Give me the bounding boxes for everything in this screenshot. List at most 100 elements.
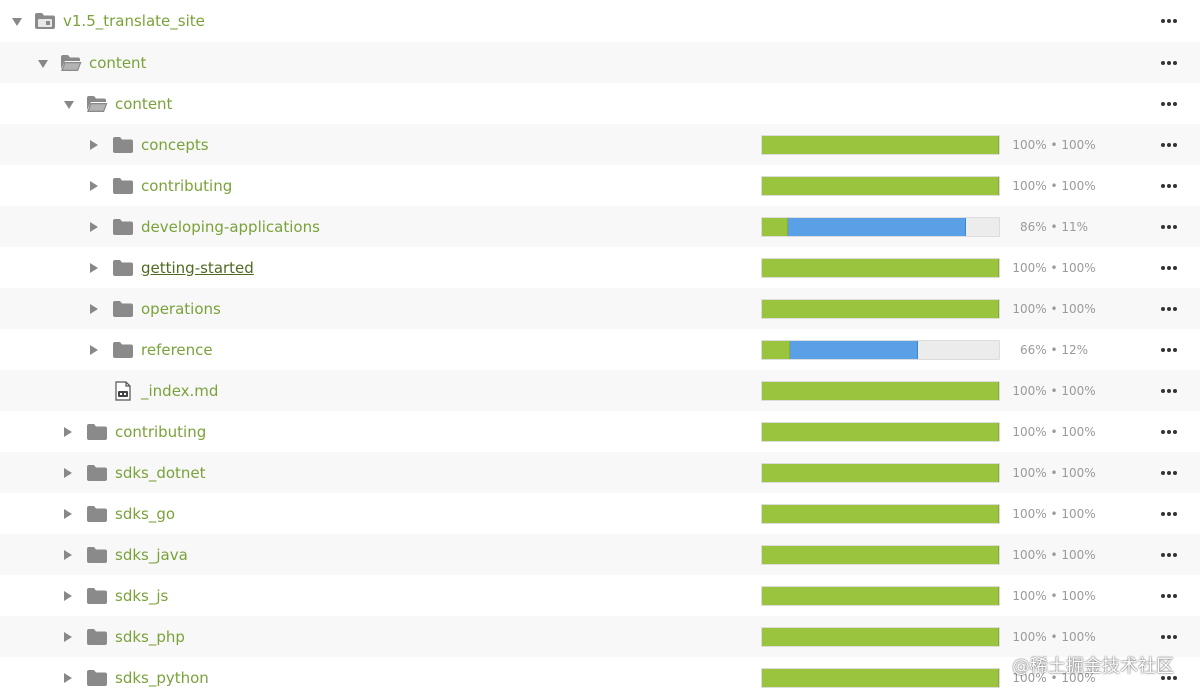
approved-progress — [762, 668, 999, 687]
item-name[interactable]: content — [89, 53, 147, 72]
progress-label: 100% • 100% — [1012, 178, 1096, 193]
approved-progress — [762, 627, 999, 646]
caret-right-icon[interactable] — [90, 303, 98, 314]
caret-right-icon[interactable] — [64, 672, 72, 683]
item-name[interactable]: sdks_java — [115, 545, 188, 564]
progress-bar — [761, 626, 1000, 647]
more-options-icon[interactable] — [1158, 552, 1180, 558]
folder-icon — [112, 176, 134, 196]
tree-row[interactable]: sdks_php 100% • 100% — [0, 616, 1200, 657]
folder-icon — [112, 135, 134, 155]
more-options-icon[interactable] — [1158, 347, 1180, 353]
more-options-icon[interactable] — [1158, 388, 1180, 394]
tree-row[interactable]: sdks_dotnet 100% • 100% — [0, 452, 1200, 493]
more-options-icon[interactable] — [1158, 306, 1180, 312]
progress-label: 86% • 11% — [1019, 219, 1089, 234]
progress-label: 100% • 100% — [1012, 547, 1096, 562]
caret-right-icon[interactable] — [90, 180, 98, 191]
caret-right-icon[interactable] — [90, 221, 98, 232]
caret-right-icon[interactable] — [64, 426, 72, 437]
progress-bar — [761, 667, 1000, 688]
approved-progress — [762, 135, 999, 154]
folder-icon — [86, 422, 108, 442]
progress-bar — [761, 380, 1000, 401]
tree-row[interactable]: content — [0, 83, 1200, 124]
tree-row[interactable]: sdks_java 100% • 100% — [0, 534, 1200, 575]
caret-right-icon[interactable] — [64, 631, 72, 642]
item-name[interactable]: getting-started — [141, 258, 254, 277]
item-name[interactable]: operations — [141, 299, 221, 318]
progress-label: 100% • 100% — [1012, 301, 1096, 316]
approved-progress — [762, 340, 790, 359]
item-name[interactable]: sdks_python — [115, 668, 209, 687]
folder-icon — [86, 668, 108, 688]
tree-row[interactable]: contributing 100% • 100% — [0, 411, 1200, 452]
more-options-icon[interactable] — [1158, 593, 1180, 599]
tree-row[interactable]: content — [0, 42, 1200, 83]
progress-label: 100% • 100% — [1012, 465, 1096, 480]
more-options-icon[interactable] — [1158, 634, 1180, 640]
item-name[interactable]: sdks_php — [115, 627, 185, 646]
caret-right-icon[interactable] — [64, 590, 72, 601]
progress-bar — [761, 421, 1000, 442]
progress-label: 100% • 100% — [1012, 424, 1096, 439]
item-name[interactable]: sdks_js — [115, 586, 169, 605]
item-name[interactable]: reference — [141, 340, 213, 359]
caret-right-icon[interactable] — [90, 344, 98, 355]
caret-right-icon[interactable] — [64, 549, 72, 560]
more-options-icon[interactable] — [1158, 470, 1180, 476]
tree-row[interactable]: reference 66% • 12% — [0, 329, 1200, 370]
item-name[interactable]: sdks_go — [115, 504, 176, 523]
tree-row[interactable]: getting-started 100% • 100% — [0, 247, 1200, 288]
tree-row[interactable]: contributing 100% • 100% — [0, 165, 1200, 206]
tree-row[interactable]: sdks_js 100% • 100% — [0, 575, 1200, 616]
progress-bar — [761, 257, 1000, 278]
more-options-icon[interactable] — [1158, 183, 1180, 189]
more-options-icon[interactable] — [1158, 224, 1180, 230]
item-name[interactable]: concepts — [141, 135, 209, 154]
caret-right-icon[interactable] — [90, 139, 98, 150]
tree-row[interactable]: developing-applications 86% • 11% — [0, 206, 1200, 247]
approved-progress — [762, 504, 999, 523]
more-options-icon[interactable] — [1158, 60, 1180, 66]
translated-progress — [762, 217, 966, 236]
item-name[interactable]: content — [115, 94, 173, 113]
tree-row[interactable]: operations 100% • 100% — [0, 288, 1200, 329]
progress-bar — [761, 216, 1000, 237]
tree-row[interactable]: sdks_python 100% • 100% — [0, 657, 1200, 698]
item-name[interactable]: sdks_dotnet — [115, 463, 206, 482]
progress-label: 66% • 12% — [1019, 342, 1089, 357]
more-options-icon[interactable] — [1158, 18, 1180, 24]
caret-right-icon[interactable] — [90, 262, 98, 273]
more-options-icon[interactable] — [1158, 265, 1180, 271]
more-options-icon[interactable] — [1158, 142, 1180, 148]
progress-bar — [761, 339, 1000, 360]
caret-down-icon[interactable] — [64, 100, 74, 109]
caret-down-icon[interactable] — [12, 18, 22, 26]
item-name[interactable]: developing-applications — [141, 217, 320, 236]
more-options-icon[interactable] — [1158, 101, 1180, 107]
more-options-icon[interactable] — [1158, 675, 1180, 681]
more-options-icon[interactable] — [1158, 429, 1180, 435]
tree-row[interactable]: _index.md 100% • 100% — [0, 370, 1200, 411]
more-options-icon[interactable] — [1158, 511, 1180, 517]
approved-progress — [762, 381, 999, 400]
caret-down-icon[interactable] — [38, 59, 48, 68]
progress-bar — [761, 503, 1000, 524]
tree-row[interactable]: sdks_go 100% • 100% — [0, 493, 1200, 534]
item-name[interactable]: v1.5_translate_site — [63, 12, 205, 30]
tree-row[interactable]: v1.5_translate_site — [0, 0, 1200, 42]
caret-right-icon[interactable] — [64, 508, 72, 519]
caret-right-icon[interactable] — [64, 467, 72, 478]
folder-icon — [86, 545, 108, 565]
tree-row[interactable]: concepts 100% • 100% — [0, 124, 1200, 165]
item-name[interactable]: contributing — [141, 176, 233, 195]
approved-progress — [762, 217, 788, 236]
approved-progress — [762, 422, 999, 441]
folder-icon — [112, 217, 134, 237]
progress-bar — [761, 585, 1000, 606]
item-name[interactable]: _index.md — [141, 381, 219, 400]
approved-progress — [762, 176, 999, 195]
progress-label: 100% • 100% — [1012, 383, 1096, 398]
item-name[interactable]: contributing — [115, 422, 207, 441]
